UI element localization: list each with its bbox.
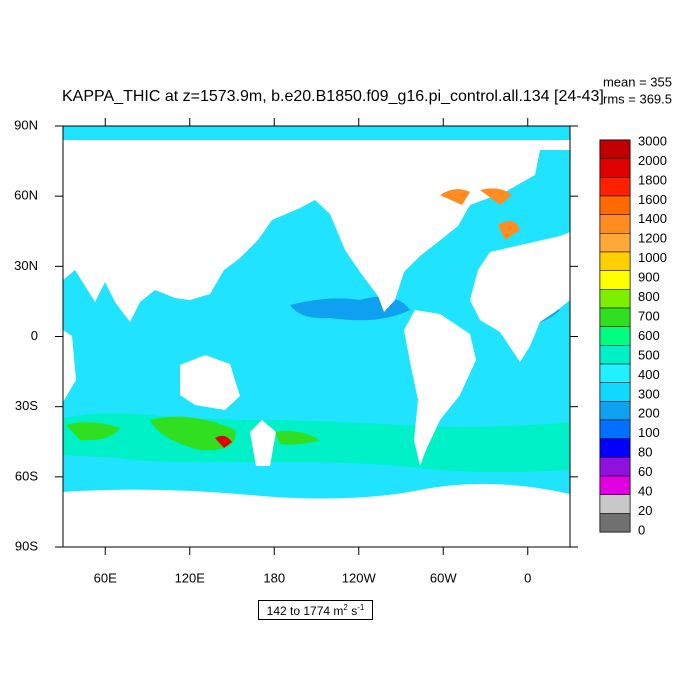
y-tick-label: 60N <box>14 188 38 203</box>
map-field <box>63 126 570 547</box>
colorbar-label: 0 <box>638 522 645 537</box>
x-tick-label: 120E <box>175 570 206 585</box>
colorbar-box <box>599 289 631 309</box>
y-tick-label: 90S <box>15 538 38 553</box>
colorbar-box <box>599 382 631 402</box>
y-tick-label: 30S <box>15 398 38 413</box>
colorbar-box <box>599 214 631 234</box>
colorbar-box <box>599 401 631 421</box>
colorbar-box <box>599 457 631 477</box>
colorbar-label: 200 <box>638 406 660 421</box>
colorbar-label: 800 <box>638 289 660 304</box>
colorbar-box <box>599 326 631 346</box>
colorbar-label: 900 <box>638 270 660 285</box>
colorbar-label: 80 <box>638 445 652 460</box>
x-tick-label: 180 <box>263 570 285 585</box>
land <box>63 140 570 322</box>
y-tick-label: 30N <box>14 258 38 273</box>
colorbar-label: 500 <box>638 347 660 362</box>
colorbar-box <box>599 363 631 383</box>
colorbar-box <box>599 438 631 458</box>
colorbar-label: 1400 <box>638 211 667 226</box>
rms-stat: rms = 369.5 <box>603 91 672 106</box>
x-tick-label: 120W <box>342 570 377 585</box>
colorbar-box <box>599 233 631 253</box>
land <box>63 232 570 466</box>
arctic <box>63 126 570 138</box>
colorbar-box <box>599 345 631 365</box>
y-tick-label: 90N <box>14 117 38 132</box>
y-tick-label: 60S <box>15 468 38 483</box>
colorbar-box <box>599 158 631 178</box>
colorbar-label: 700 <box>638 308 660 323</box>
colorbar-label: 600 <box>638 328 660 343</box>
colorbar-box <box>599 307 631 327</box>
range-exp: -1 <box>357 603 365 612</box>
colorbar-box <box>599 177 631 197</box>
range-label: 142 to 1774 m2 s-1 <box>258 600 373 620</box>
x-tick-label: 60W <box>430 570 457 585</box>
colorbar-label: 2000 <box>638 153 667 168</box>
colorbar-box <box>599 494 631 514</box>
x-tick-label: 0 <box>524 570 531 585</box>
colorbar-label: 40 <box>638 484 652 499</box>
colorbar-box <box>599 419 631 439</box>
colorbar-label: 20 <box>638 503 652 518</box>
range-unit: s <box>347 604 358 618</box>
range-text: 142 to 1774 m <box>266 604 344 618</box>
colorbar-box <box>599 251 631 271</box>
colorbar-label: 400 <box>638 367 660 382</box>
colorbar-label: 1800 <box>638 172 667 187</box>
colorbar-label: 300 <box>638 386 660 401</box>
colorbar-label: 3000 <box>638 133 667 148</box>
colorbar-box <box>599 513 631 533</box>
hotspot <box>440 188 520 240</box>
colorbar-label: 1600 <box>638 192 667 207</box>
colorbar-box <box>599 195 631 215</box>
colorbar-box <box>599 270 631 290</box>
colorbar-label: 1000 <box>638 250 667 265</box>
colorbar-label: 100 <box>638 425 660 440</box>
colorbar-label: 60 <box>638 464 652 479</box>
colorbar-label: 1200 <box>638 231 667 246</box>
mean-stat: mean = 355 <box>603 74 672 89</box>
range-exp: 2 <box>343 603 348 612</box>
colorbar-box <box>599 139 631 159</box>
title: KAPPA_THIC at z=1573.9m, b.e20.B1850.f09… <box>62 88 604 105</box>
y-tick-label: 0 <box>31 328 38 343</box>
colorbar-box <box>599 475 631 495</box>
hotspot <box>215 435 232 448</box>
x-tick-label: 60E <box>94 570 117 585</box>
green-patch <box>66 416 320 451</box>
antarctica <box>63 483 570 547</box>
